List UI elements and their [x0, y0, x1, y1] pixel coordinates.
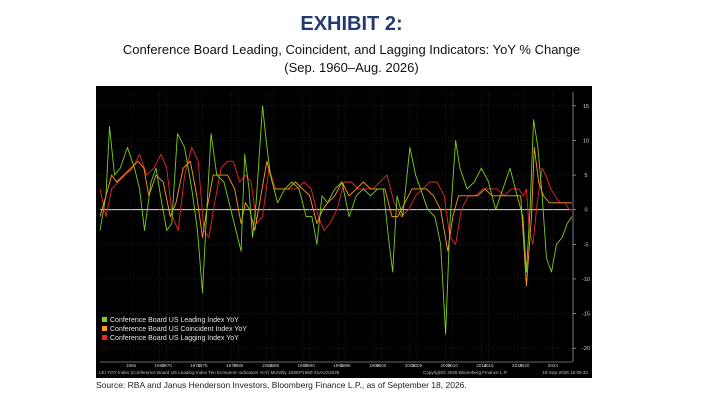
y-tick-label: -15 — [582, 312, 590, 318]
x-tick-label: 2010 — [448, 363, 459, 368]
x-tick-label: 2020 — [519, 363, 530, 368]
exhibit-label: EXHIBIT 2: — [300, 13, 403, 35]
bloomberg-timestamp: 18-Sep-2026 16:09:32 — [542, 370, 588, 375]
y-tick-label: -20 — [582, 346, 590, 352]
legend-swatch — [102, 335, 107, 340]
x-tick-label: 1979 — [226, 363, 237, 368]
x-tick-label: 1989 — [297, 363, 308, 368]
x-tick-label: 2015 — [483, 363, 494, 368]
legend-swatch — [102, 326, 107, 331]
bloomberg-copyright: Copyright© 2026 Bloomberg Finance L.P. — [423, 369, 508, 375]
series-line-coincident — [99, 146, 572, 287]
x-tick-label: 1975 — [197, 363, 208, 368]
y-tick-label: 0 — [584, 208, 587, 214]
x-tick-label: 1995 — [340, 363, 351, 368]
x-tick-label: 2024 — [548, 363, 559, 368]
y-axis: 15 10 5 0 -5 -10 -15 -20 — [572, 92, 590, 362]
x-tick-label: 1994 — [333, 363, 344, 368]
series-layer — [99, 105, 573, 335]
legend-swatch — [102, 317, 107, 322]
x-tick-label: 2005 — [412, 363, 423, 368]
y-tick-label: 10 — [583, 138, 589, 144]
series-line-lagging — [99, 146, 572, 245]
x-tick-label: 1999 — [369, 363, 380, 368]
x-tick-label: 1969 — [154, 363, 165, 368]
chart-title: Conference Board Leading, Coincident, an… — [122, 42, 581, 57]
chart-panel: 15 10 5 0 -5 -10 -15 -20 1965 1969 1970 1974 1975 19… — [96, 86, 592, 378]
source-note: Source: RBA and Janus Henderson Investor… — [96, 380, 467, 390]
x-tick-label: 2009 — [441, 363, 452, 368]
x-tick-label: 1970 — [162, 363, 173, 368]
x-tick-label: 2014 — [476, 363, 487, 368]
y-tick-label: -5 — [584, 242, 589, 248]
y-tick-label: 15 — [583, 104, 589, 110]
x-tick-label: 1985 — [269, 363, 280, 368]
x-tick-label: 1984 — [262, 363, 273, 368]
legend-label: Conference Board US Lagging Index YoY — [110, 335, 239, 342]
y-tick-label: 5 — [584, 173, 587, 179]
x-tick-label: 2000 — [376, 363, 387, 368]
legend-label: Conference Board US Coincident Index YoY — [110, 326, 247, 333]
legend: Conference Board US Leading Index YoY Con… — [102, 317, 247, 342]
x-tick-label: 1965 — [126, 363, 137, 368]
x-tick-label: 2004 — [405, 363, 416, 368]
x-tick-label: 1980 — [233, 363, 244, 368]
bloomberg-index-description: LEI YOY Index (Conference Board US Leadi… — [99, 370, 340, 375]
grid-layer — [100, 92, 572, 362]
x-tick-label: 2019 — [512, 363, 523, 368]
series-line-leading — [99, 105, 573, 335]
legend-label: Conference Board US Leading Index YoY — [110, 317, 239, 324]
y-tick-label: -10 — [582, 277, 590, 283]
x-tick-label: 1990 — [305, 363, 316, 368]
x-tick-label: 1974 — [190, 363, 201, 368]
chart-subtitle: (Sep. 1960–Aug. 2026) — [284, 60, 419, 75]
